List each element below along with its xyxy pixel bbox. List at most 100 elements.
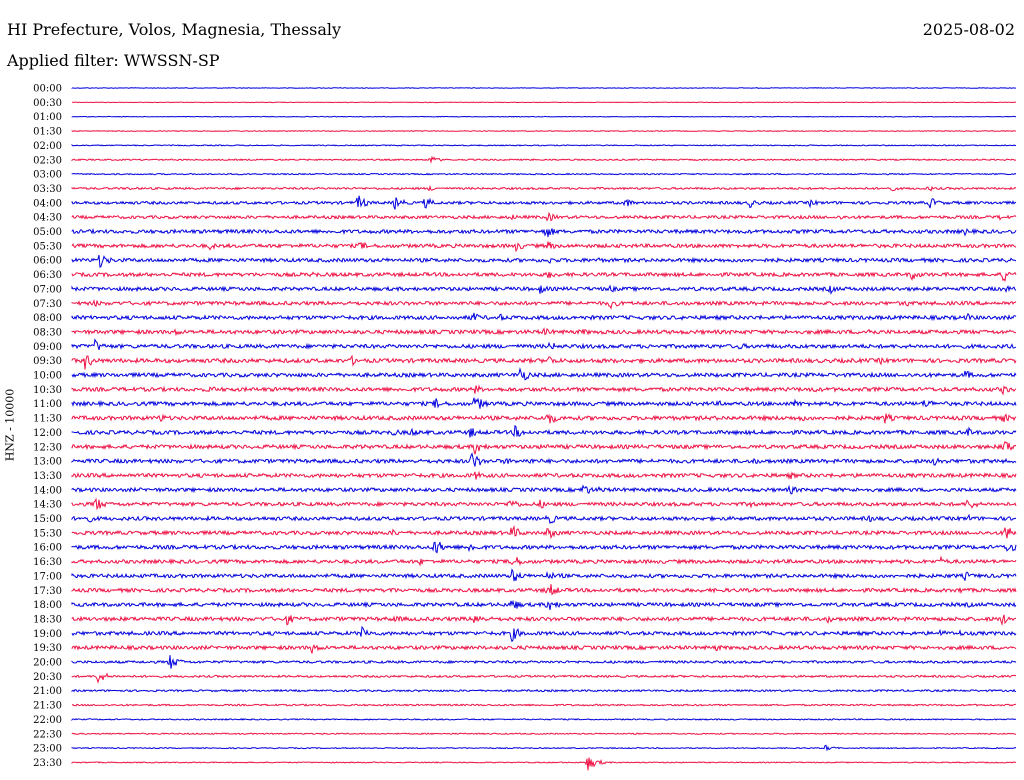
seismic-trace-row bbox=[71, 625, 1017, 643]
row-time-label: 08:30 bbox=[33, 327, 62, 338]
seismic-trace-row bbox=[71, 195, 1017, 210]
row-time-label: 01:30 bbox=[33, 127, 62, 138]
row-time-label: 14:30 bbox=[33, 500, 62, 511]
seismic-trace-row bbox=[71, 327, 1017, 337]
seismic-trace-row bbox=[71, 143, 1017, 147]
row-time-label: 21:30 bbox=[33, 701, 62, 712]
seismic-trace-row bbox=[71, 338, 1017, 351]
seismic-trace-row bbox=[71, 718, 1017, 722]
row-time-label: 00:00 bbox=[33, 84, 62, 95]
seismic-trace-row bbox=[71, 367, 1017, 381]
seismic-trace-row bbox=[71, 130, 1017, 133]
seismic-trace-row bbox=[71, 424, 1017, 438]
row-time-label: 17:00 bbox=[33, 571, 62, 582]
row-time-label: 04:00 bbox=[33, 198, 62, 209]
seismic-trace-row bbox=[71, 254, 1017, 269]
seismic-trace-row bbox=[71, 513, 1017, 524]
seismic-trace-row bbox=[71, 413, 1017, 424]
seismic-trace-row bbox=[71, 732, 1017, 736]
row-time-label: 11:30 bbox=[33, 414, 62, 425]
row-time-label: 05:30 bbox=[33, 241, 62, 252]
row-time-label: 05:00 bbox=[33, 227, 62, 238]
seismic-trace-row bbox=[71, 452, 1017, 467]
row-time-label: 15:00 bbox=[33, 514, 62, 525]
applied-filter-label: Applied filter: WWSSN-SP bbox=[7, 51, 220, 70]
row-time-label: 16:00 bbox=[33, 543, 62, 554]
seismic-trace-row bbox=[71, 115, 1017, 118]
seismic-trace-row bbox=[71, 541, 1017, 554]
seismic-trace-row bbox=[71, 688, 1017, 693]
row-time-label: 20:30 bbox=[33, 672, 62, 683]
seismic-trace-row bbox=[71, 384, 1017, 396]
row-time-label: 13:30 bbox=[33, 471, 62, 482]
seismic-trace-row bbox=[71, 299, 1017, 310]
seismic-trace-row bbox=[71, 614, 1017, 627]
row-time-label: 10:00 bbox=[33, 371, 62, 382]
seismic-trace-row bbox=[71, 524, 1017, 540]
seismic-trace-row bbox=[71, 155, 1017, 164]
row-time-label: 02:00 bbox=[33, 141, 62, 152]
row-time-label: 07:30 bbox=[33, 299, 62, 310]
seismic-trace-row bbox=[71, 584, 1017, 596]
row-time-label: 12:00 bbox=[33, 428, 62, 439]
row-time-label: 15:30 bbox=[33, 528, 62, 539]
seismic-trace-row bbox=[71, 568, 1017, 582]
row-time-label: 22:30 bbox=[33, 729, 62, 740]
seismic-trace-row bbox=[71, 241, 1017, 253]
row-time-label: 21:00 bbox=[33, 686, 62, 697]
seismic-trace-row bbox=[71, 644, 1017, 654]
row-time-label: 09:30 bbox=[33, 356, 62, 367]
seismic-trace-row bbox=[71, 599, 1017, 610]
seismic-trace-row bbox=[71, 211, 1017, 222]
seismic-trace-row bbox=[72, 101, 1016, 104]
seismic-trace-row bbox=[71, 757, 1016, 771]
row-time-label: 03:30 bbox=[33, 184, 62, 195]
row-time-label: 17:30 bbox=[33, 586, 62, 597]
row-time-label: 13:00 bbox=[33, 457, 62, 468]
seismic-trace-row bbox=[71, 227, 1017, 238]
row-time-label: 08:00 bbox=[33, 313, 62, 324]
row-time-label: 02:30 bbox=[33, 155, 62, 166]
row-time-label: 20:00 bbox=[33, 658, 62, 669]
row-time-label: 18:00 bbox=[33, 600, 62, 611]
row-time-label: 22:00 bbox=[33, 715, 62, 726]
seismic-trace-row bbox=[71, 470, 1017, 480]
row-time-label: 19:30 bbox=[33, 643, 62, 654]
seismic-trace-row bbox=[71, 87, 1017, 89]
seismic-trace-row bbox=[71, 284, 1017, 295]
row-time-label: 23:00 bbox=[33, 744, 62, 755]
row-time-label: 09:00 bbox=[33, 342, 62, 353]
row-time-label: 04:30 bbox=[33, 213, 62, 224]
seismic-trace-row bbox=[71, 172, 1017, 176]
seismic-trace-row bbox=[71, 497, 1017, 511]
seismic-trace-row bbox=[71, 703, 1017, 707]
row-time-label: 03:00 bbox=[33, 170, 62, 181]
seismic-trace-row bbox=[71, 184, 1017, 192]
seismic-trace-row bbox=[71, 271, 1017, 283]
row-time-label: 19:00 bbox=[33, 629, 62, 640]
row-time-label: 14:00 bbox=[33, 485, 62, 496]
row-time-label: 06:00 bbox=[33, 256, 62, 267]
row-time-label: 10:30 bbox=[33, 385, 62, 396]
seismic-trace-row bbox=[71, 555, 1017, 567]
record-date: 2025-08-02 bbox=[922, 20, 1015, 39]
row-time-label: 12:30 bbox=[33, 442, 62, 453]
seismic-trace-row bbox=[71, 312, 1017, 322]
seismic-trace-row bbox=[71, 354, 1017, 370]
row-time-label: 00:30 bbox=[33, 98, 62, 109]
row-time-label: 16:30 bbox=[33, 557, 62, 568]
seismic-trace-row bbox=[71, 744, 1017, 752]
row-time-label: 18:30 bbox=[33, 614, 62, 625]
seismic-trace-row bbox=[71, 484, 1017, 495]
row-time-label: 23:30 bbox=[33, 758, 62, 769]
row-time-label: 06:30 bbox=[33, 270, 62, 281]
seismic-trace-row bbox=[71, 672, 1017, 684]
seismic-trace-row bbox=[71, 397, 1017, 409]
row-time-label: 11:00 bbox=[33, 399, 62, 410]
seismic-trace-row bbox=[71, 655, 1017, 669]
station-title: HI Prefecture, Volos, Magnesia, Thessaly bbox=[7, 20, 342, 39]
seismic-trace-row bbox=[71, 440, 1017, 455]
row-time-label: 01:00 bbox=[33, 112, 62, 123]
row-time-label: 07:00 bbox=[33, 284, 62, 295]
